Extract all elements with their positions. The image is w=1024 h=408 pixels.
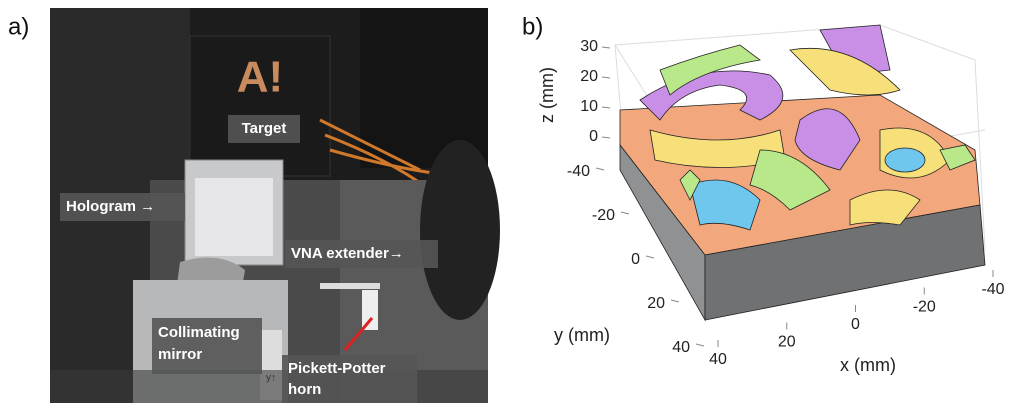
y-tick: [621, 212, 629, 214]
y-tick-label: 20: [647, 295, 665, 312]
y-tick-label: -40: [567, 163, 590, 180]
y-tick: [646, 256, 654, 258]
z-tick-label: 10: [580, 98, 598, 115]
z-tick: [602, 77, 610, 78]
y-tick-label: 40: [672, 339, 690, 356]
annotation: Pickett-Potter horn: [282, 355, 417, 403]
z-tick-label: 30: [580, 38, 598, 55]
ruler-text: y↑: [266, 373, 276, 384]
annotation: Hologram →: [66, 198, 155, 215]
z-tick-label: 0: [589, 128, 598, 145]
panel-label: b): [522, 13, 543, 40]
annotation: Target: [242, 120, 287, 137]
panel-label: a): [8, 13, 29, 40]
axis-label: y (mm): [554, 325, 610, 345]
z-tick: [602, 137, 610, 138]
x-tick-label: -20: [913, 299, 936, 316]
y-tick: [696, 344, 704, 346]
x-tick-label: 0: [851, 316, 860, 333]
annotation-box: Pickett-Potter horn: [282, 355, 417, 403]
annotation: VNA extender→: [291, 245, 404, 262]
sign-text: A!: [237, 53, 283, 102]
figure: a) b) A! Target Hologram → VNA extender→…: [0, 0, 1024, 403]
y-tick-label: 0: [631, 251, 640, 268]
y-tick: [596, 168, 604, 170]
x-tick-label: -40: [981, 281, 1004, 298]
annotation: Collimating mirror: [152, 318, 262, 370]
x-tick-label: 40: [709, 351, 727, 368]
y-tick-label: -20: [592, 207, 615, 224]
y-tick: [671, 300, 679, 302]
annotation-box: Collimating mirror: [152, 318, 262, 374]
axis-label: x (mm): [840, 355, 896, 375]
axis-label: z (mm): [537, 67, 557, 123]
x-tick-label: 20: [778, 334, 796, 351]
height-map: [620, 25, 985, 320]
z-tick-label: 20: [580, 68, 598, 85]
z-tick: [602, 107, 610, 108]
z-tick: [602, 47, 610, 48]
